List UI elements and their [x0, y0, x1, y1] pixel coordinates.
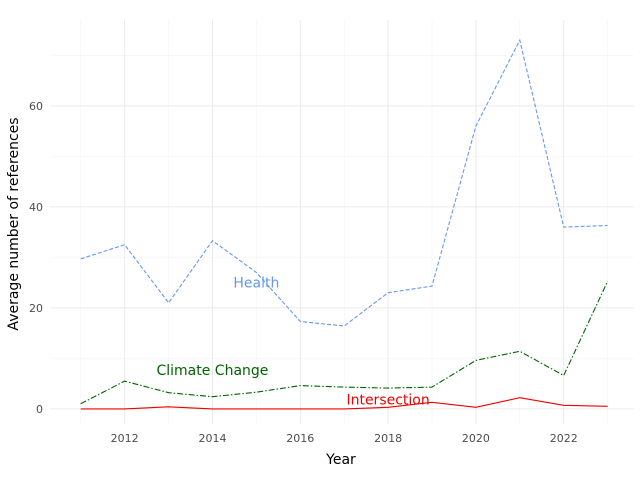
y-tick-label: 20	[29, 302, 43, 315]
y-tick-label: 60	[29, 100, 43, 113]
series-line-climate-change	[80, 280, 609, 405]
y-axis-ticks: 0 20 40 60	[29, 100, 43, 416]
series-labels: Health Climate Change Intersection	[156, 276, 429, 409]
x-tick-label: 2012	[111, 432, 139, 445]
series-label-climate-change: Climate Change	[156, 363, 268, 379]
y-axis-title: Average number of references	[6, 117, 22, 330]
x-axis-ticks: 2012 2014 2016 2018 2020 2022	[111, 432, 578, 445]
y-tick-label: 40	[29, 201, 43, 214]
series-line-intersection	[80, 397, 608, 410]
y-tick-label: 0	[36, 403, 43, 416]
x-tick-label: 2020	[462, 432, 490, 445]
series-label-intersection: Intersection	[346, 392, 429, 408]
grid	[50, 20, 634, 424]
x-tick-label: 2016	[286, 432, 314, 445]
x-tick-label: 2022	[550, 432, 578, 445]
series-line-health	[80, 38, 608, 327]
series-label-health: Health	[233, 276, 279, 292]
x-axis-title: Year	[325, 452, 356, 468]
series-lines	[80, 38, 609, 410]
x-tick-label: 2018	[374, 432, 402, 445]
x-tick-label: 2014	[198, 432, 226, 445]
